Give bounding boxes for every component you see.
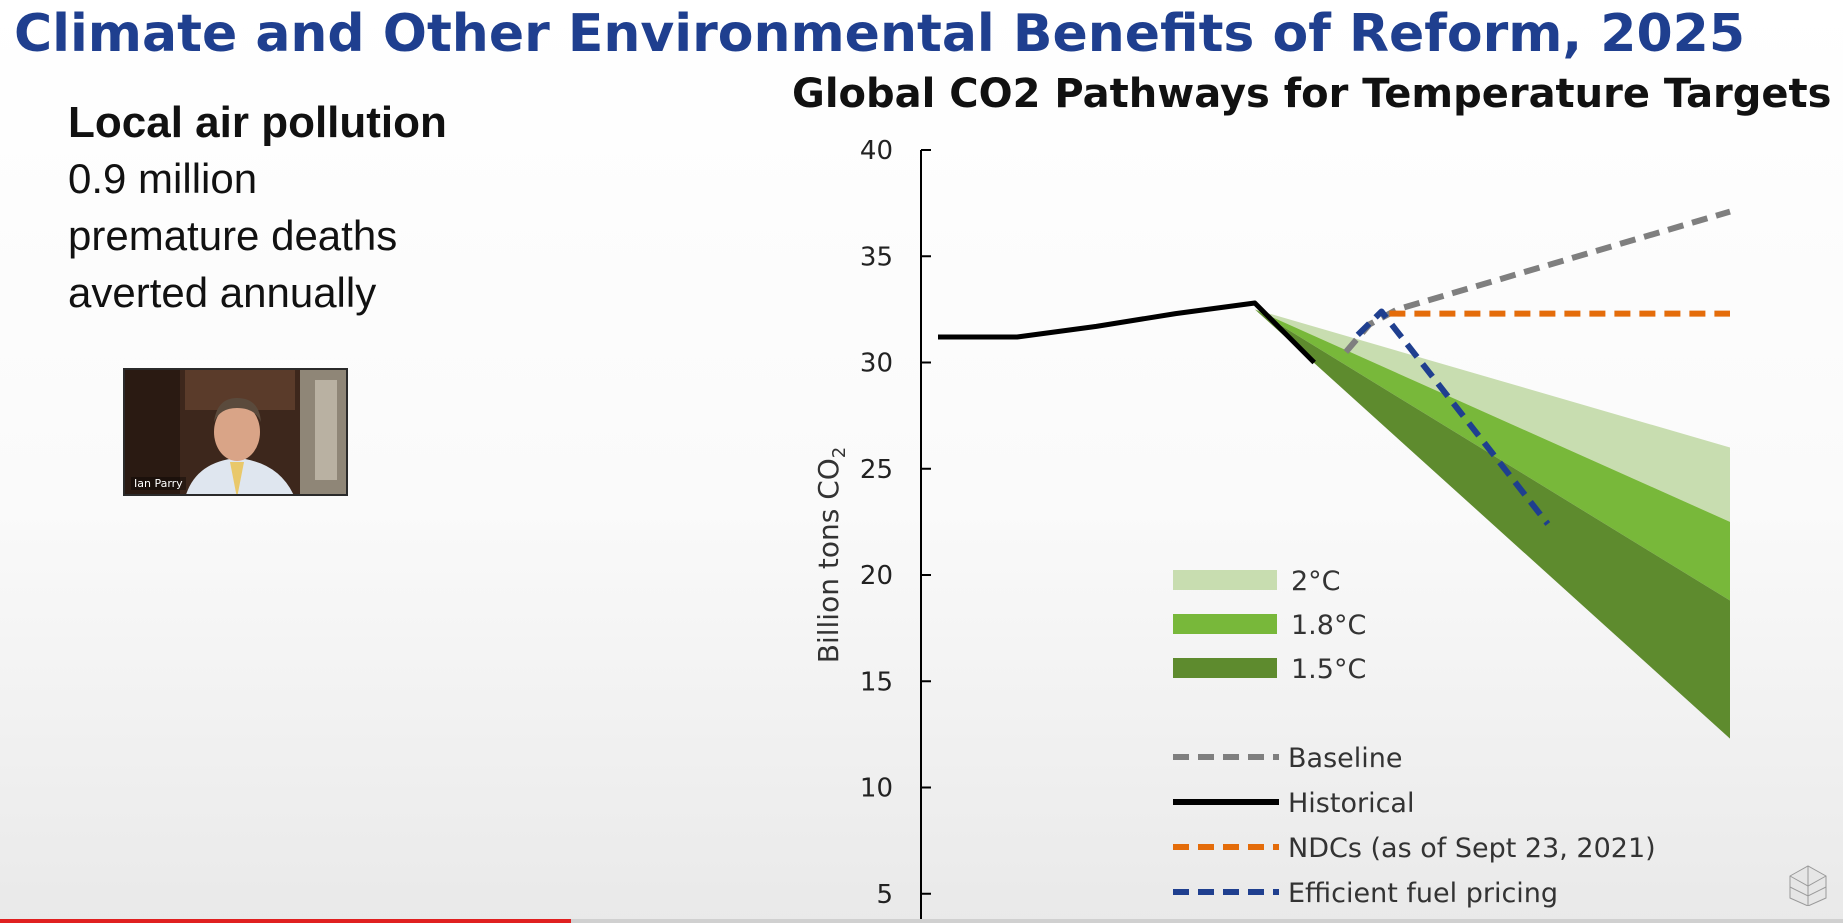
legend-label-ndcs-as-of-sept-23-2021: NDCs (as of Sept 23, 2021) bbox=[1288, 833, 1656, 864]
legend-swatch-1-5-c bbox=[1173, 658, 1277, 678]
line-efficient-fuel-pricing bbox=[1355, 308, 1551, 526]
left-line-1: 0.9 million bbox=[68, 155, 258, 202]
legend-label-baseline: Baseline bbox=[1288, 743, 1402, 774]
legend: 2°C 1.8°C 1.5°C Baseline Historical NDCs (as … bbox=[1173, 566, 1656, 909]
legend-label-historical: Historical bbox=[1288, 788, 1414, 819]
y-tick-label-15: 15 bbox=[860, 667, 893, 697]
brand-logo-icon bbox=[1789, 865, 1827, 906]
y-axis-ticks: 5 10 15 20 25 30 35 40 bbox=[860, 136, 931, 910]
legend-label-1-8-c: 1.8°C bbox=[1291, 610, 1366, 641]
line-historical bbox=[938, 300, 1316, 365]
playback-progress-bar[interactable] bbox=[0, 919, 1843, 923]
legend-swatch-1-8-c bbox=[1173, 614, 1277, 634]
left-line-2: premature deaths bbox=[68, 212, 398, 259]
speaker-name-label: Ian Parry bbox=[131, 477, 186, 490]
y-tick-label-20: 20 bbox=[860, 561, 893, 591]
chart-title: Global CO2 Pathways for Temperature Targ… bbox=[792, 71, 1832, 117]
line-baseline bbox=[1343, 208, 1731, 354]
legend-label-1-5-c: 1.5°C bbox=[1291, 654, 1366, 685]
legend-label-efficient-fuel-pricing: Efficient fuel pricing bbox=[1288, 878, 1558, 909]
band-1-5-c bbox=[1254, 309, 1730, 739]
y-tick-label-10: 10 bbox=[860, 774, 893, 804]
left-heading: Local air pollution bbox=[68, 98, 447, 147]
series-lines bbox=[938, 208, 1731, 526]
left-text-panel: Local air pollution 0.9 million prematur… bbox=[68, 96, 588, 321]
y-axis-label: Billion tons CO2 bbox=[812, 447, 850, 664]
y-tick-label-30: 30 bbox=[860, 349, 893, 379]
y-tick-label-25: 25 bbox=[860, 455, 893, 485]
legend-label-2-c: 2°C bbox=[1291, 566, 1341, 597]
y-axis-label-main: Billion tons CO bbox=[812, 458, 845, 663]
speaker-video-tile[interactable]: Ian Parry bbox=[123, 368, 348, 496]
slide-title: Climate and Other Environmental Benefits… bbox=[14, 4, 1746, 64]
y-tick-label-40: 40 bbox=[860, 136, 893, 166]
playback-progress-fill bbox=[0, 919, 572, 923]
y-tick-label-5: 5 bbox=[876, 880, 893, 910]
y-tick-label-35: 35 bbox=[860, 242, 893, 272]
left-line-3: averted annually bbox=[68, 269, 377, 316]
legend-swatch-2-c bbox=[1173, 570, 1277, 590]
y-axis-label-subscript: 2 bbox=[829, 447, 850, 458]
speaker-video-frame bbox=[125, 370, 346, 494]
